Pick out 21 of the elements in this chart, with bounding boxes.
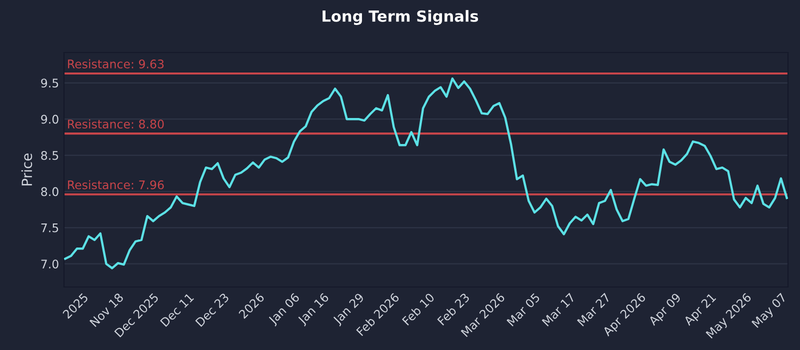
y-tick-label: 8.5 [41, 151, 58, 160]
x-tick-label: Mar 27 [576, 292, 611, 327]
y-tick-label: 7.5 [41, 224, 58, 232]
ref-line-label: Resistance: 8.80 [68, 119, 164, 128]
x-tick-label: Dec 23 [195, 292, 230, 327]
x-tick-label: Apr 09 [648, 292, 683, 328]
y-axis-title: Price [21, 154, 32, 186]
y-tick-label: 7.0 [41, 260, 58, 268]
ref-line-label: Resistance: 9.63 [68, 59, 164, 68]
x-tick-label: Mar 17 [542, 292, 576, 327]
x-tick-label: Dec 11 [160, 292, 194, 327]
x-tick-label: Feb 10 [402, 292, 435, 326]
x-tick-label: Mar 05 [506, 292, 540, 327]
y-tick-label: 8.0 [41, 187, 58, 196]
ref-line-label: Resistance: 7.96 [68, 180, 164, 190]
chart-title: Long Term Signals [322, 10, 478, 25]
x-tick-label: Nov 18 [89, 292, 124, 328]
x-tick-label: Feb 23 [436, 292, 470, 326]
line-series [64, 77, 788, 270]
y-tick-label: 9.5 [41, 78, 58, 88]
y-tick-label: 9.0 [41, 114, 58, 124]
